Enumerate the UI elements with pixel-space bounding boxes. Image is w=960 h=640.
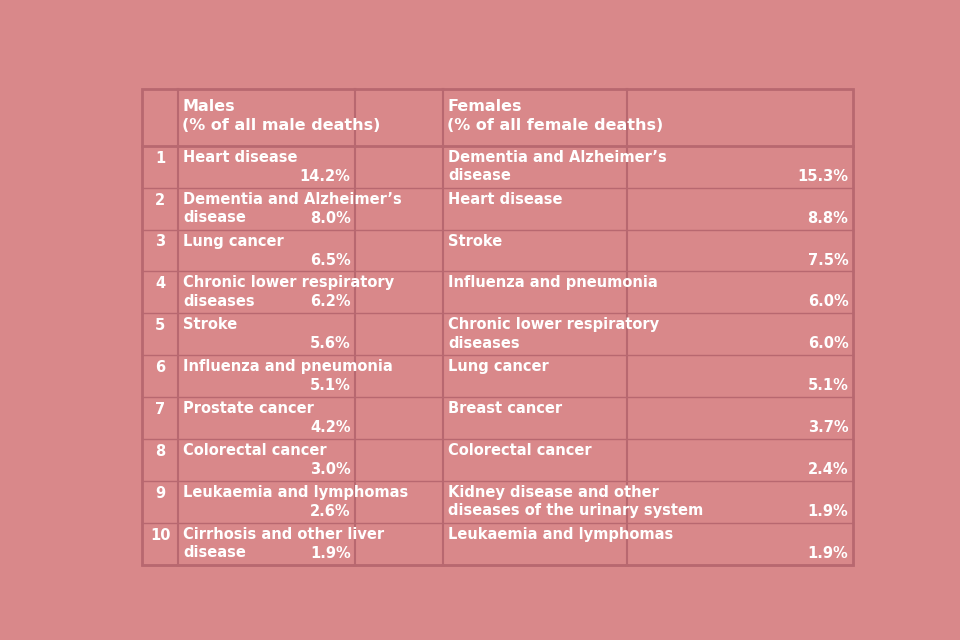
Text: 6.0%: 6.0% <box>807 336 849 351</box>
Text: Lung cancer: Lung cancer <box>183 234 284 248</box>
Text: Colorectal cancer: Colorectal cancer <box>448 443 591 458</box>
Text: Influenza and pneumonia: Influenza and pneumonia <box>183 359 393 374</box>
Text: Dementia and Alzheimer’s
disease: Dementia and Alzheimer’s disease <box>183 191 402 225</box>
Text: 10: 10 <box>150 528 171 543</box>
Text: Influenza and pneumonia: Influenza and pneumonia <box>448 275 658 291</box>
Text: Females
(% of all female deaths): Females (% of all female deaths) <box>447 99 663 132</box>
Text: 6.2%: 6.2% <box>310 294 350 309</box>
Text: 5.1%: 5.1% <box>310 378 350 393</box>
Text: 2.6%: 2.6% <box>310 504 350 519</box>
Text: 9: 9 <box>156 486 165 501</box>
Text: 5.6%: 5.6% <box>310 336 350 351</box>
Text: Breast cancer: Breast cancer <box>448 401 563 416</box>
Text: 6.5%: 6.5% <box>310 253 350 268</box>
Text: 8: 8 <box>156 444 165 459</box>
Text: Stroke: Stroke <box>448 234 502 248</box>
Text: Heart disease: Heart disease <box>183 150 298 164</box>
Text: Males
(% of all male deaths): Males (% of all male deaths) <box>182 99 381 132</box>
Text: 1.9%: 1.9% <box>807 504 849 519</box>
Text: 6.0%: 6.0% <box>807 294 849 309</box>
Text: 6: 6 <box>156 360 165 375</box>
Text: 1.9%: 1.9% <box>310 546 350 561</box>
Text: 2.4%: 2.4% <box>807 462 849 477</box>
Text: Dementia and Alzheimer’s
disease: Dementia and Alzheimer’s disease <box>448 150 667 183</box>
Text: Prostate cancer: Prostate cancer <box>183 401 314 416</box>
Text: 1: 1 <box>156 150 165 166</box>
Text: Chronic lower respiratory
diseases: Chronic lower respiratory diseases <box>183 275 395 309</box>
Text: 5.1%: 5.1% <box>807 378 849 393</box>
Text: Leukaemia and lymphomas: Leukaemia and lymphomas <box>448 527 673 541</box>
Text: Leukaemia and lymphomas: Leukaemia and lymphomas <box>183 485 409 500</box>
Text: Cirrhosis and other liver
disease: Cirrhosis and other liver disease <box>183 527 384 561</box>
Text: 1.9%: 1.9% <box>807 546 849 561</box>
Text: 2: 2 <box>156 193 165 207</box>
Text: 7: 7 <box>156 402 165 417</box>
Text: 7.5%: 7.5% <box>807 253 849 268</box>
Text: 5: 5 <box>156 318 165 333</box>
Text: Stroke: Stroke <box>183 317 237 332</box>
Text: 4: 4 <box>156 276 165 291</box>
Text: Heart disease: Heart disease <box>448 191 563 207</box>
Text: 8.0%: 8.0% <box>310 211 350 226</box>
Text: 15.3%: 15.3% <box>798 169 849 184</box>
Text: 3: 3 <box>156 234 165 250</box>
Text: 8.8%: 8.8% <box>807 211 849 226</box>
Text: 14.2%: 14.2% <box>300 169 350 184</box>
Text: Colorectal cancer: Colorectal cancer <box>183 443 326 458</box>
Text: Lung cancer: Lung cancer <box>448 359 549 374</box>
Text: Kidney disease and other
diseases of the urinary system: Kidney disease and other diseases of the… <box>448 485 704 518</box>
Text: Chronic lower respiratory
diseases: Chronic lower respiratory diseases <box>448 317 660 351</box>
Text: 4.2%: 4.2% <box>310 420 350 435</box>
Text: 3.7%: 3.7% <box>807 420 849 435</box>
Text: 3.0%: 3.0% <box>310 462 350 477</box>
